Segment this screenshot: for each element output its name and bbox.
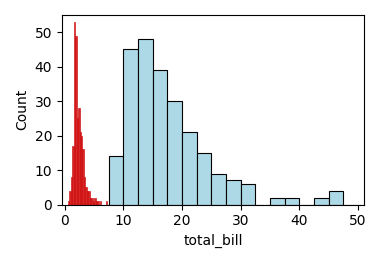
Bar (68, 201, 69, 205)
Bar (79, 132, 81, 205)
Bar (106, 201, 107, 205)
Bar (226, 180, 241, 205)
Bar (84, 177, 85, 205)
Bar (72, 146, 74, 205)
Bar (75, 36, 76, 205)
Bar (123, 49, 138, 205)
Bar (100, 201, 102, 205)
Bar (90, 198, 91, 205)
Bar (314, 198, 329, 205)
Bar (83, 149, 84, 205)
Bar (212, 174, 226, 205)
Bar (197, 153, 212, 205)
Bar (76, 118, 78, 205)
Bar (153, 70, 167, 205)
Bar (88, 191, 90, 205)
Bar (270, 198, 285, 205)
Bar (74, 22, 75, 205)
Y-axis label: Count: Count (15, 89, 29, 130)
Bar (91, 198, 93, 205)
X-axis label: total_bill: total_bill (183, 234, 243, 248)
Bar (138, 39, 153, 205)
Bar (69, 191, 71, 205)
Bar (85, 187, 87, 205)
Bar (285, 198, 299, 205)
Bar (71, 177, 72, 205)
Bar (94, 198, 96, 205)
Bar (241, 184, 256, 205)
Bar (81, 136, 83, 205)
Bar (109, 156, 123, 205)
Bar (96, 201, 97, 205)
Bar (93, 201, 94, 205)
Bar (87, 191, 88, 205)
Bar (97, 201, 99, 205)
Bar (329, 191, 343, 205)
Bar (167, 101, 182, 205)
Bar (182, 132, 197, 205)
Bar (78, 108, 79, 205)
